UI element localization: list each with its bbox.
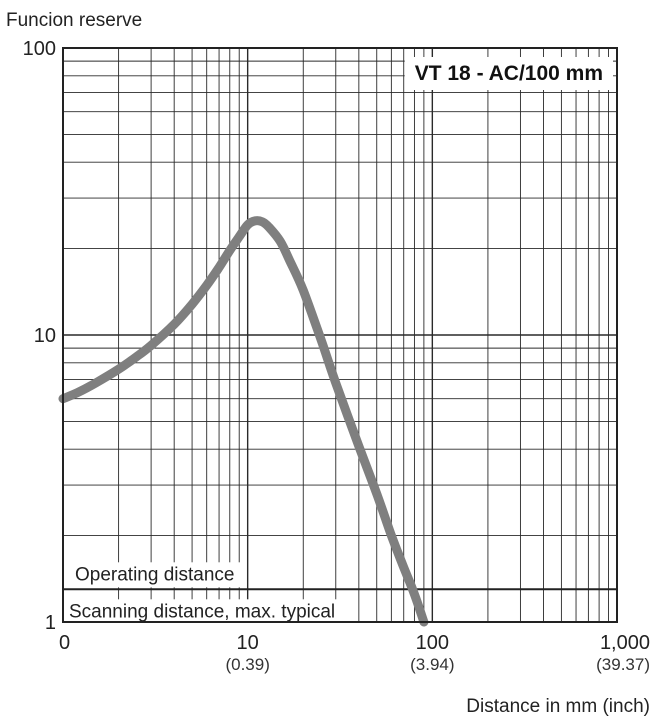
grid: [63, 48, 617, 622]
y-tick-label: 100: [23, 38, 56, 60]
operating-distance-label-bg: [69, 562, 241, 588]
x-tick-sublabel: (39.37): [596, 655, 650, 674]
y-tick-labels: 1 10 100: [23, 38, 56, 634]
function-reserve-curve: [58, 216, 429, 627]
x-tick-sublabel: (3.94): [410, 655, 454, 674]
plot-frame: [62, 47, 618, 623]
operating-distance-label: Operating distance: [75, 564, 235, 585]
x-tick-label: 10: [237, 632, 259, 654]
x-tick-label: 1,000: [600, 632, 650, 654]
y-tick-label: 10: [34, 325, 56, 347]
x-axis-title: Distance in mm (inch): [466, 696, 650, 717]
chart-title: VT 18 - AC/100 mm: [415, 62, 603, 85]
x-tick-label: 0: [59, 632, 70, 654]
scanning-distance-label: Scanning distance, max. typical: [69, 601, 335, 622]
x-tick-label: 100: [416, 632, 449, 654]
chart-title-bg: [404, 57, 613, 90]
y-axis-title: Funcion reserve: [6, 10, 142, 31]
x-tick-labels: 0 10(0.39) 100(3.94) 1,000(39.37): [59, 632, 650, 674]
x-tick-sublabel: (0.39): [225, 655, 269, 674]
scanning-distance-label-bg: [65, 599, 340, 625]
y-tick-label: 1: [45, 612, 56, 634]
region-labels: Operating distance Scanning distance, ma…: [65, 562, 340, 625]
